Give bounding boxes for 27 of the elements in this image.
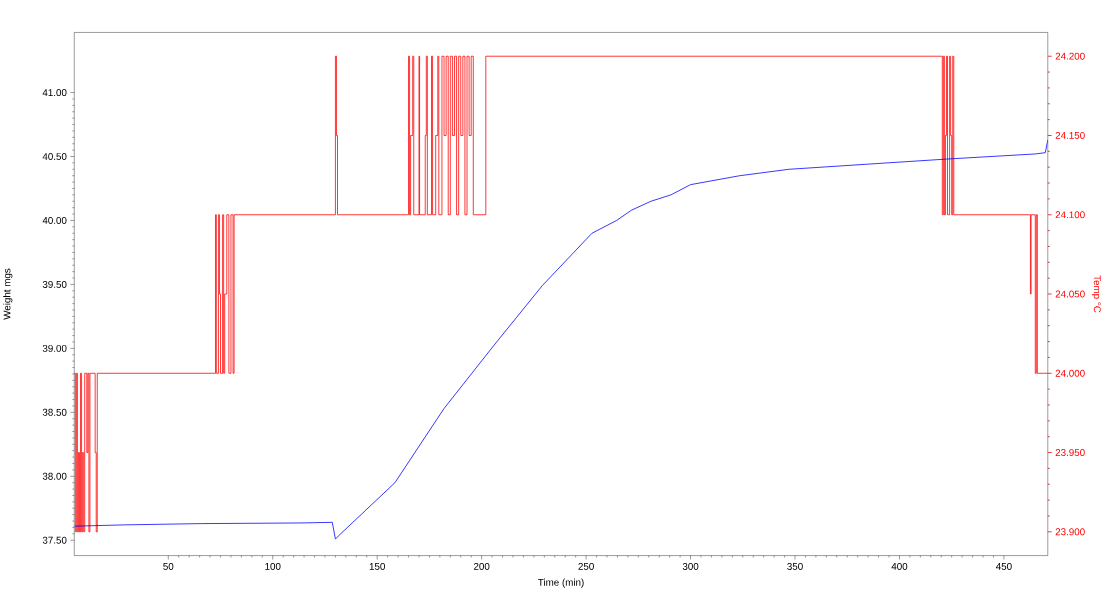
x-tick-label: 50 <box>163 562 174 570</box>
y-tick-label: 39.50 <box>42 280 67 288</box>
y-tick-label: 37.50 <box>42 536 67 544</box>
x-tick-label: 300 <box>682 562 699 570</box>
x-axis-title: Time (min) <box>538 578 584 588</box>
y-axis-title: Weight mgs <box>3 268 13 320</box>
x-tick-label: 450 <box>995 562 1012 570</box>
y-tick-label: 41.00 <box>42 89 67 97</box>
y-tick-label: 39.00 <box>42 344 67 352</box>
y-tick-label: 38.00 <box>42 472 67 480</box>
y2-axis-title: Temp °C <box>1091 275 1101 313</box>
y2-tick-label: 23.950 <box>1055 449 1085 457</box>
x-tick-label: 350 <box>787 562 803 570</box>
y2-tick-label: 23.900 <box>1055 528 1085 536</box>
x-tick-label: 150 <box>369 562 385 570</box>
y2-tick-label: 24.050 <box>1055 290 1085 298</box>
x-tick-label: 100 <box>265 562 281 570</box>
y-tick-label: 40.50 <box>42 153 67 160</box>
y2-tick-label: 24.200 <box>1055 52 1085 60</box>
y-tick-label: 40.00 <box>42 217 67 224</box>
x-tick-label: 200 <box>473 562 490 570</box>
y-tick-label: 38.50 <box>42 408 67 416</box>
y2-tick-label: 24.100 <box>1055 211 1085 219</box>
x-tick-label: 250 <box>578 562 594 570</box>
y2-tick-label: 24.000 <box>1055 369 1085 377</box>
y2-tick-label: 24.150 <box>1055 132 1085 139</box>
x-tick-label: 400 <box>891 562 908 570</box>
